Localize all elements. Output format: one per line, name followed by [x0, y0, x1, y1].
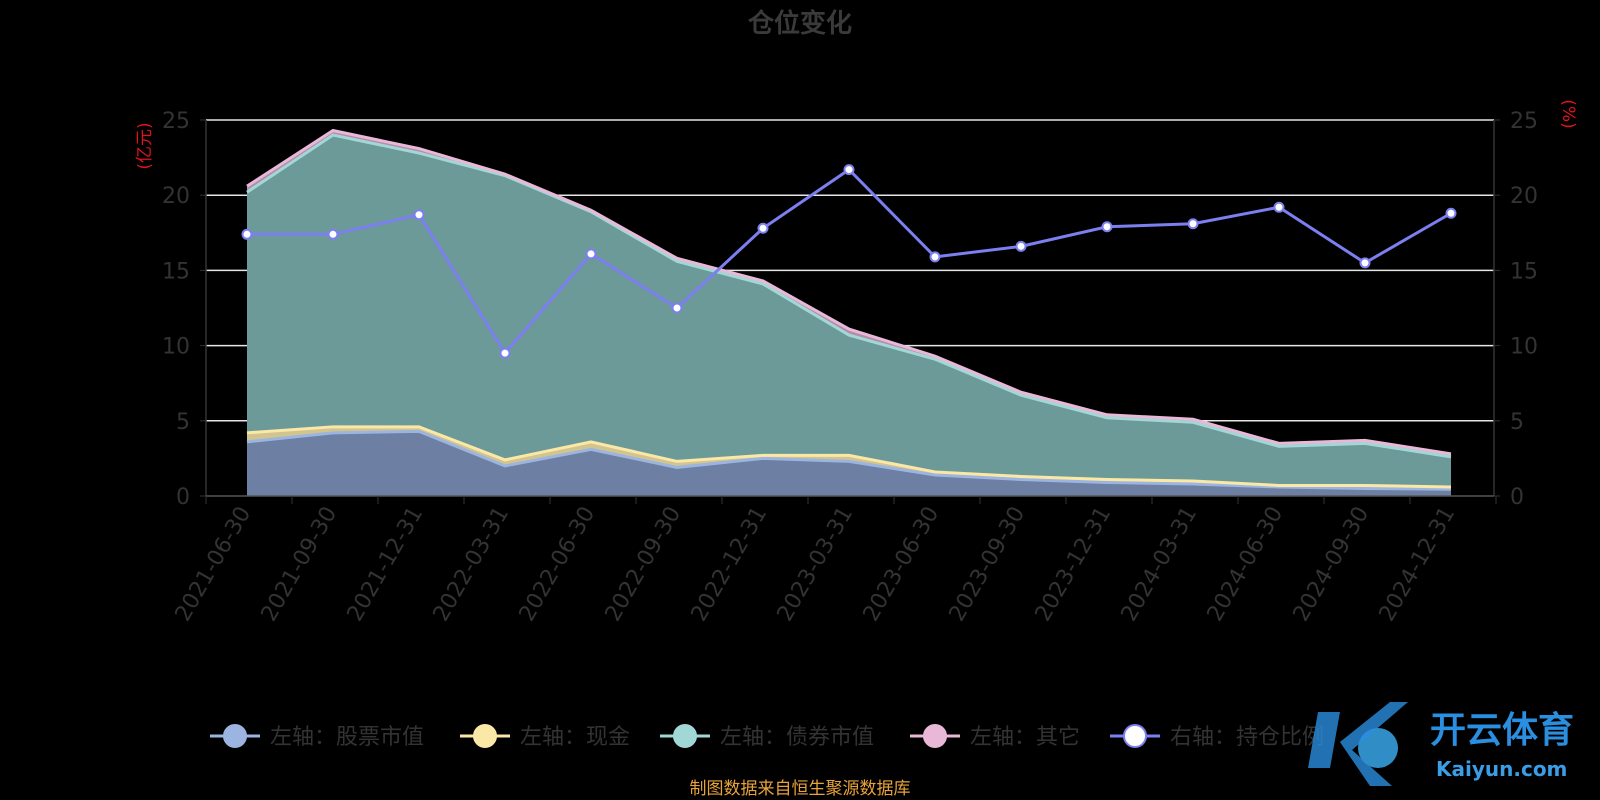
legend-item[interactable]: 左轴：现金: [460, 724, 630, 750]
area-edge-4: [246, 128, 1452, 456]
legend-label: 左轴：现金: [520, 725, 630, 750]
left-tick-label: 0: [176, 485, 190, 510]
x-tick-label: 2021-09-30: [257, 503, 343, 626]
x-tick-label: 2023-03-31: [773, 503, 859, 626]
ratio-point[interactable]: [327, 228, 339, 240]
area-2: [247, 426, 1451, 490]
x-tick-label: 2022-12-31: [687, 503, 773, 626]
area-edge-3: [246, 133, 1452, 459]
legend-label: 左轴：其它: [970, 725, 1080, 750]
watermark-cn: 开云体育: [1430, 710, 1574, 751]
left-tick-label: 25: [162, 109, 190, 134]
ratio-point[interactable]: [499, 347, 511, 359]
legend-item[interactable]: 左轴：债券市值: [660, 724, 874, 750]
legend-marker: [473, 724, 497, 748]
data-source-note: 制图数据来自恒生聚源数据库: [690, 779, 911, 799]
ratio-point[interactable]: [585, 248, 597, 260]
legend-item[interactable]: 左轴：股票市值: [210, 724, 424, 750]
stacked-areas: [246, 128, 1452, 496]
watermark-logo: 开云体育 Kaiyun.com: [1308, 702, 1574, 786]
watermark-ball-icon: [1358, 728, 1398, 768]
legend-marker: [923, 724, 947, 748]
ratio-point[interactable]: [1445, 207, 1457, 219]
right-tick-label: 15: [1510, 259, 1538, 284]
x-tick-label: 2023-06-30: [859, 503, 945, 626]
legend-label: 右轴：持仓比例: [1170, 725, 1324, 750]
x-tick-label: 2022-03-31: [429, 503, 515, 626]
ratio-point[interactable]: [413, 209, 425, 221]
left-tick-label: 10: [162, 335, 190, 360]
x-tick-label: 2024-09-30: [1289, 503, 1375, 626]
x-tick-label: 2023-09-30: [945, 503, 1031, 626]
x-tick-label: 2024-06-30: [1203, 503, 1289, 626]
legend-label: 左轴：债券市值: [720, 725, 874, 750]
ratio-point[interactable]: [1187, 218, 1199, 230]
ratio-point[interactable]: [671, 302, 683, 314]
area-edge-2: [246, 425, 1452, 489]
left-axis-unit: (亿元): [135, 122, 155, 169]
legend-label: 左轴：股票市值: [270, 725, 424, 750]
legend-item[interactable]: 左轴：其它: [910, 724, 1080, 750]
left-tick-label: 20: [162, 184, 190, 209]
x-tick-label: 2021-12-31: [343, 503, 429, 626]
ratio-point[interactable]: [1015, 240, 1027, 252]
right-axis-unit: (%): [1558, 99, 1578, 128]
chart-title: 仓位变化: [747, 8, 852, 39]
ratio-point[interactable]: [929, 251, 941, 263]
watermark-k-icon: [1308, 702, 1408, 786]
x-tick-label: 2024-03-31: [1117, 503, 1203, 626]
legend-marker: [223, 724, 247, 748]
x-tick-label: 2024-12-31: [1375, 503, 1461, 626]
ratio-point[interactable]: [241, 228, 253, 240]
legend-item[interactable]: 右轴：持仓比例: [1110, 724, 1324, 750]
right-tick-label: 5: [1510, 410, 1524, 435]
ratio-point[interactable]: [1359, 257, 1371, 269]
x-tick-label: 2023-12-31: [1031, 503, 1117, 626]
ratio-line: [241, 164, 1457, 359]
x-tick-label: 2022-06-30: [515, 503, 601, 626]
watermark-en: Kaiyun.com: [1436, 757, 1567, 781]
area-3: [247, 135, 1451, 487]
right-tick-label: 20: [1510, 184, 1538, 209]
right-tick-label: 25: [1510, 109, 1538, 134]
legend-marker: [1123, 724, 1147, 748]
ratio-point[interactable]: [843, 164, 855, 176]
area-1: [247, 431, 1451, 496]
area-edge-1: [246, 429, 1452, 491]
left-tick-label: 5: [176, 410, 190, 435]
left-tick-label: 15: [162, 259, 190, 284]
ratio-point[interactable]: [1101, 221, 1113, 233]
right-tick-label: 0: [1510, 485, 1524, 510]
ratio-point[interactable]: [1273, 201, 1285, 213]
x-tick-label: 2022-09-30: [601, 503, 687, 626]
right-tick-label: 10: [1510, 335, 1538, 360]
x-tick-label: 2021-06-30: [171, 503, 257, 626]
legend[interactable]: 左轴：股票市值 左轴：现金 左轴：债券市值 左轴：其它 右轴：持仓比例: [210, 724, 1324, 750]
ratio-point[interactable]: [757, 222, 769, 234]
legend-marker: [673, 724, 697, 748]
